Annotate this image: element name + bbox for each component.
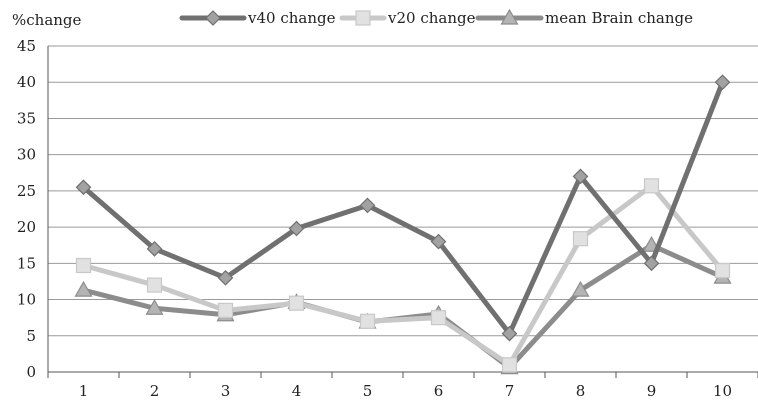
- data-point: [501, 357, 518, 373]
- x-tick-label: 9: [647, 382, 657, 400]
- data-point: [359, 313, 376, 329]
- axes: [47, 46, 758, 378]
- y-tick-label: 20: [17, 218, 36, 236]
- data-point: [217, 302, 234, 319]
- legend-item-0: v40 change: [179, 9, 336, 27]
- y-tick-label: 45: [17, 37, 36, 55]
- legend-marker: [355, 10, 371, 26]
- legend-label: v40 change: [247, 9, 336, 27]
- legend-marker: [205, 10, 221, 26]
- y-axis-label: %change: [12, 11, 82, 29]
- series-line: [81, 79, 725, 337]
- data-point: [501, 325, 518, 342]
- data-point: [430, 233, 447, 250]
- legend-item-2: mean Brain change: [475, 8, 693, 27]
- data-point: [643, 255, 660, 272]
- legend-label: v20 change: [387, 9, 476, 27]
- y-tick-label: 0: [26, 363, 36, 381]
- x-tick-label: 10: [713, 382, 732, 400]
- data-point: [146, 277, 163, 293]
- data-point: [571, 280, 590, 297]
- series-0: [75, 74, 731, 342]
- x-tick-label: 4: [292, 382, 302, 400]
- gridlines: [48, 45, 758, 337]
- x-tick-label: 2: [150, 382, 160, 400]
- y-tick-labels: 0 5 10 15 20 25 30 35 40 45: [17, 37, 36, 381]
- data-point: [145, 299, 164, 315]
- data-point: [146, 240, 163, 257]
- data-point: [572, 231, 589, 247]
- data-point: [359, 197, 376, 214]
- legend-label: mean Brain change: [545, 9, 693, 27]
- y-tick-label: 35: [17, 109, 36, 127]
- x-tick-label: 7: [505, 382, 515, 400]
- data-point: [217, 269, 234, 286]
- legend-marker: [500, 8, 519, 25]
- series-group: [74, 74, 732, 375]
- y-tick-label: 25: [17, 182, 36, 200]
- data-point: [430, 310, 447, 326]
- x-tick-label: 8: [576, 382, 586, 400]
- data-point: [714, 74, 731, 91]
- data-point: [572, 168, 589, 185]
- series-1: [75, 178, 731, 373]
- series-line: [81, 183, 725, 368]
- data-point: [75, 179, 92, 196]
- data-point: [288, 220, 305, 237]
- x-tick-label: 3: [221, 382, 231, 400]
- data-point: [288, 295, 305, 311]
- data-point: [74, 280, 93, 297]
- data-point: [643, 178, 660, 194]
- y-tick-label: 40: [17, 73, 36, 91]
- x-tick-label: 5: [363, 382, 373, 400]
- y-tick-label: 10: [17, 291, 36, 309]
- legend: v40 change v20 change mean Brain change: [179, 8, 693, 27]
- y-tick-label: 5: [26, 327, 36, 345]
- x-tick-label: 1: [79, 382, 89, 400]
- data-point: [714, 262, 731, 279]
- data-point: [75, 257, 92, 274]
- x-tick-labels: 1 2 3 4 5 6 7 8 9 10: [79, 382, 732, 400]
- y-tick-label: 15: [17, 254, 36, 272]
- y-tick-label: 30: [17, 146, 36, 164]
- x-tick-label: 6: [434, 382, 444, 400]
- legend-item-1: v20 change: [339, 9, 476, 27]
